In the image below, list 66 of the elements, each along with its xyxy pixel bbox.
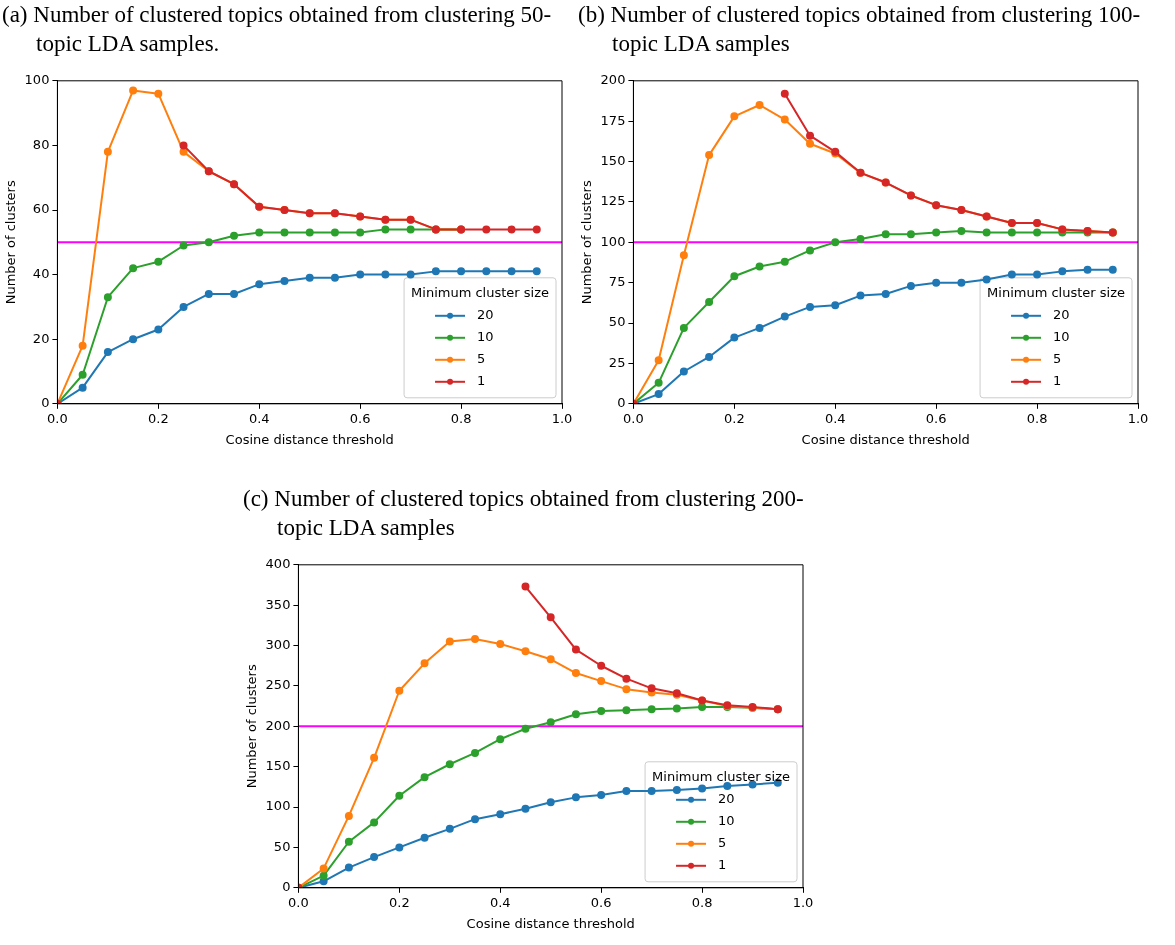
y-tick-label: 350 xyxy=(265,596,291,612)
x-tick-label: 0.2 xyxy=(723,410,745,426)
x-tick-label: 0.6 xyxy=(925,410,947,426)
x-tick-label: 1.0 xyxy=(792,894,814,910)
y-axis-title: Number of clusters xyxy=(3,180,19,305)
legend-title: Minimum cluster size xyxy=(987,285,1125,301)
y-tick-label: 200 xyxy=(600,72,626,88)
y-tick-label: 150 xyxy=(600,152,626,168)
y-axis-title: Number of clusters xyxy=(244,664,260,789)
chart-title: (a) Number of clustered topics obtained from clustering 50-topic LDA samples. xyxy=(2,2,552,56)
x-tick-label: 1.0 xyxy=(551,410,573,426)
y-tick-label: 250 xyxy=(265,677,291,693)
y-tick-label: 50 xyxy=(273,838,291,854)
x-axis-title: Cosine distance threshold xyxy=(801,431,970,447)
y-tick-label: 20 xyxy=(32,330,50,346)
y-tick-label: 50 xyxy=(608,314,626,330)
y-axis-title: Number of clusters xyxy=(579,180,595,305)
x-tick-label: 0.8 xyxy=(450,410,472,426)
legend-label: 5 xyxy=(718,835,727,851)
y-tick-label: 100 xyxy=(265,798,291,814)
y-tick-label: 175 xyxy=(600,112,626,128)
chart-title: (b) Number of clustered topics obtained from clustering 100-topic LDA samples xyxy=(578,1,1142,58)
x-tick-label: 0.2 xyxy=(388,894,410,910)
y-tick-label: 100 xyxy=(24,72,50,88)
x-tick-label: 0.6 xyxy=(349,410,371,426)
x-tick-label: 0.4 xyxy=(824,410,846,426)
y-tick-label: 125 xyxy=(600,193,626,209)
x-axis-title: Cosine distance threshold xyxy=(225,431,394,447)
y-tick-label: 0 xyxy=(617,395,626,411)
y-tick-label: 0 xyxy=(282,879,291,895)
chart-title: (c) Number of clustered topics obtained from clustering 200-topic LDA samples xyxy=(243,485,805,542)
legend-label: 20 xyxy=(477,307,494,323)
legend-label: 1 xyxy=(1053,373,1062,389)
legend-title: Minimum cluster size xyxy=(652,769,790,785)
y-tick-label: 200 xyxy=(265,717,291,733)
y-tick-label: 75 xyxy=(608,274,626,290)
y-tick-label: 300 xyxy=(265,636,291,652)
legend-label: 1 xyxy=(477,373,486,389)
y-tick-label: 40 xyxy=(32,265,50,281)
legend-label: 5 xyxy=(1053,351,1062,367)
y-tick-label: 25 xyxy=(608,354,626,370)
x-tick-label: 1.0 xyxy=(1127,410,1149,426)
legend-label: 5 xyxy=(477,351,486,367)
x-tick-label: 0.0 xyxy=(47,410,68,426)
x-tick-label: 0.8 xyxy=(1026,410,1048,426)
y-tick-label: 400 xyxy=(265,556,291,572)
x-tick-label: 0.6 xyxy=(590,894,612,910)
y-tick-label: 100 xyxy=(600,233,626,249)
x-tick-label: 0.4 xyxy=(248,410,270,426)
x-tick-label: 0.4 xyxy=(489,894,511,910)
legend-title: Minimum cluster size xyxy=(411,285,549,301)
x-tick-label: 0.0 xyxy=(288,894,309,910)
y-tick-label: 150 xyxy=(265,758,291,774)
legend-label: 10 xyxy=(1053,329,1070,345)
x-axis-title: Cosine distance threshold xyxy=(466,915,635,931)
legend-label: 1 xyxy=(718,857,727,873)
y-tick-label: 60 xyxy=(32,201,50,217)
legend-label: 20 xyxy=(718,791,735,807)
x-tick-label: 0.8 xyxy=(691,894,713,910)
x-tick-label: 0.2 xyxy=(147,410,169,426)
y-tick-label: 80 xyxy=(32,136,50,152)
legend-label: 10 xyxy=(718,813,735,829)
legend-label: 20 xyxy=(1053,307,1070,323)
x-tick-label: 0.0 xyxy=(623,410,644,426)
legend-label: 10 xyxy=(477,329,494,345)
y-tick-label: 0 xyxy=(41,395,50,411)
